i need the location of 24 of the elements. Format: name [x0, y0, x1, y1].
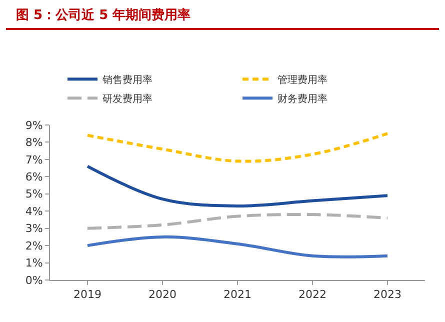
y-tick-label: 7% — [25, 153, 43, 166]
y-tick-label: 8% — [25, 136, 43, 150]
x-tick-label: 2022 — [298, 288, 326, 302]
legend-label: 管理费用率 — [278, 74, 328, 86]
y-tick-label: 3% — [25, 222, 43, 236]
legend-label: 研发费用率 — [102, 93, 152, 105]
y-tick-label: 9% — [25, 118, 43, 132]
x-tick-label: 2021 — [224, 288, 252, 302]
chart-title: 图 5：公司近 5 年期间费用率 — [6, 0, 439, 30]
line-series — [86, 235, 389, 258]
legend-label: 销售费用率 — [102, 74, 152, 86]
y-tick-label: 6% — [25, 170, 43, 184]
x-tick-label: 2020 — [148, 288, 176, 302]
y-tick-label: 2% — [25, 239, 43, 252]
x-tick-label: 2019 — [74, 288, 102, 302]
y-tick-label: 4% — [25, 204, 43, 218]
x-tick-label: 2023 — [374, 288, 402, 302]
y-tick-label: 0% — [25, 274, 43, 287]
line-series — [86, 212, 389, 230]
line-series — [86, 164, 389, 208]
legend-label: 财务费用率 — [278, 93, 328, 105]
y-tick-label: 1% — [25, 256, 43, 270]
y-tick-label: 5% — [25, 188, 43, 201]
line-series — [86, 132, 389, 163]
